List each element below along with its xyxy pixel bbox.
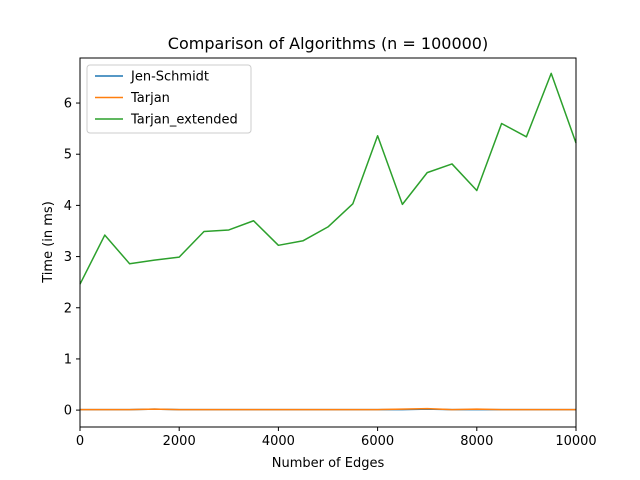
x-tick-label: 4000 bbox=[262, 434, 295, 449]
x-axis-label: Number of Edges bbox=[272, 456, 385, 471]
legend-box bbox=[86, 64, 252, 134]
x-tick-label: 10000 bbox=[555, 434, 596, 449]
series-line-tarjan-extended bbox=[79, 72, 577, 285]
x-tick-label: 0 bbox=[76, 434, 84, 449]
legend-label: Tarjan_extended bbox=[130, 113, 238, 128]
y-tick-label: 6 bbox=[64, 97, 72, 112]
y-axis: 0 1 2 3 4 5 6 bbox=[64, 97, 80, 419]
x-tick-label: 8000 bbox=[460, 434, 493, 449]
series-line-tarjan bbox=[80, 407, 576, 411]
x-axis: 0 2000 4000 6000 8000 10000 bbox=[76, 427, 597, 449]
y-tick-label: 4 bbox=[64, 199, 72, 214]
y-tick-label: 5 bbox=[64, 148, 72, 163]
legend-label: Tarjan bbox=[130, 91, 170, 106]
y-tick-label: 3 bbox=[64, 250, 72, 265]
y-tick-label: 2 bbox=[64, 301, 72, 316]
chart-title: Comparison of Algorithms (n = 100000) bbox=[168, 34, 488, 53]
x-tick-label: 2000 bbox=[163, 434, 196, 449]
y-tick-label: 0 bbox=[64, 404, 72, 419]
legend: Jen-Schmidt Tarjan Tarjan_extended bbox=[86, 64, 252, 134]
y-tick-label: 1 bbox=[64, 352, 72, 367]
y-axis-label: Time (in ms) bbox=[41, 201, 56, 284]
legend-label: Jen-Schmidt bbox=[130, 70, 209, 85]
plot-area bbox=[79, 72, 577, 411]
x-tick-label: 6000 bbox=[361, 434, 394, 449]
plot-frame bbox=[79, 57, 577, 428]
